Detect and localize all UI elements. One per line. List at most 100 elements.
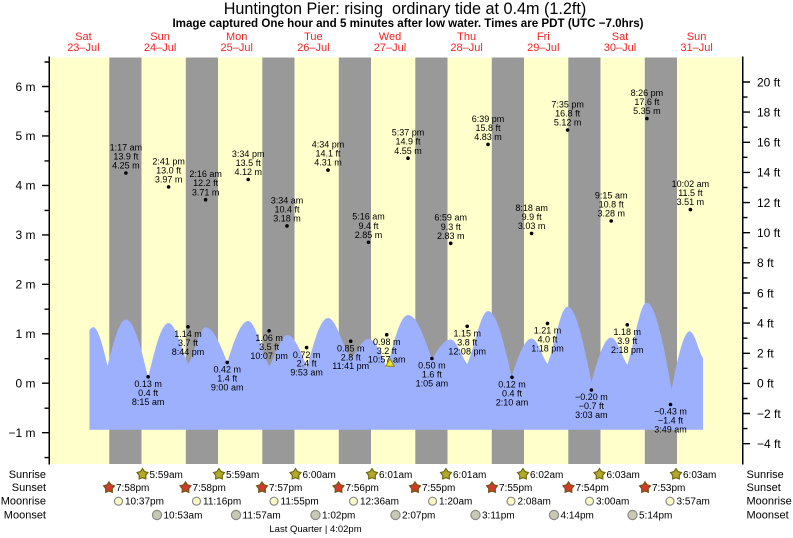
svg-text:0.85 m: 0.85 m (337, 343, 365, 353)
svg-text:1:05 am: 1:05 am (416, 379, 449, 389)
svg-text:Sunrise: Sunrise (9, 469, 46, 481)
svg-text:7:35 pm: 7:35 pm (551, 99, 584, 109)
svg-text:3.2 ft: 3.2 ft (377, 346, 398, 356)
svg-text:Moonrise: Moonrise (747, 496, 792, 508)
svg-text:−0.20 m: −0.20 m (575, 392, 608, 402)
svg-text:Sat: Sat (75, 31, 92, 43)
svg-text:3:34 pm: 3:34 pm (232, 149, 265, 159)
svg-text:0.72 m: 0.72 m (293, 350, 321, 360)
svg-text:5:14pm: 5:14pm (639, 511, 672, 522)
svg-text:4:34 pm: 4:34 pm (312, 140, 345, 150)
svg-text:3:00am: 3:00am (596, 497, 629, 508)
svg-text:10.8 ft: 10.8 ft (599, 200, 625, 210)
svg-text:5:59am: 5:59am (150, 470, 183, 481)
svg-text:7:55pm: 7:55pm (422, 483, 455, 494)
svg-text:6:01am: 6:01am (453, 470, 486, 481)
svg-text:Last Quarter | 4:02pm: Last Quarter | 4:02pm (269, 524, 361, 535)
svg-text:3.28 m: 3.28 m (597, 209, 625, 219)
svg-text:−4 ft: −4 ft (757, 437, 781, 451)
svg-text:10:57 am: 10:57 am (368, 355, 406, 365)
svg-text:15.8 ft: 15.8 ft (475, 123, 501, 133)
svg-text:7:58pm: 7:58pm (116, 483, 149, 494)
svg-text:4.0 ft: 4.0 ft (537, 335, 558, 345)
svg-text:Sunset: Sunset (12, 482, 46, 494)
svg-text:8:26 pm: 8:26 pm (631, 88, 664, 98)
svg-text:0.13 m: 0.13 m (134, 379, 162, 389)
svg-text:1.06 m: 1.06 m (255, 333, 283, 343)
svg-text:4:14pm: 4:14pm (561, 511, 594, 522)
svg-text:Tue: Tue (304, 31, 323, 43)
svg-text:7:54pm: 7:54pm (576, 483, 609, 494)
svg-text:4.12 m: 4.12 m (234, 167, 262, 177)
svg-text:6:03am: 6:03am (607, 470, 640, 481)
svg-text:−0.43 m: −0.43 m (654, 407, 687, 417)
svg-text:18 ft: 18 ft (757, 105, 781, 119)
svg-text:28–Jul: 28–Jul (450, 42, 482, 54)
svg-text:2.8 ft: 2.8 ft (341, 352, 362, 362)
svg-text:3.7 ft: 3.7 ft (178, 338, 199, 348)
svg-text:11:57am: 11:57am (243, 511, 281, 522)
svg-text:29–Jul: 29–Jul (527, 42, 559, 54)
svg-text:Sunset: Sunset (747, 482, 781, 494)
svg-text:3.18 m: 3.18 m (273, 214, 301, 224)
svg-text:9:15 am: 9:15 am (595, 190, 628, 200)
svg-text:3.8 ft: 3.8 ft (457, 337, 478, 347)
svg-text:Thu: Thu (457, 31, 476, 43)
svg-text:−0.7 ft: −0.7 ft (579, 401, 605, 411)
svg-text:9.3 ft: 9.3 ft (441, 222, 462, 232)
svg-text:14.9 ft: 14.9 ft (395, 137, 421, 147)
svg-text:11:55pm: 11:55pm (281, 497, 319, 508)
svg-text:0.50 m: 0.50 m (418, 361, 446, 371)
svg-text:1:02pm: 1:02pm (322, 511, 355, 522)
svg-text:9:53 am: 9:53 am (290, 368, 323, 378)
svg-text:8 ft: 8 ft (757, 256, 774, 270)
svg-text:4.31 m: 4.31 m (314, 158, 342, 168)
svg-text:2.4 ft: 2.4 ft (297, 359, 318, 369)
svg-text:2 ft: 2 ft (757, 347, 774, 361)
svg-text:6:02am: 6:02am (530, 470, 563, 481)
svg-text:13.5 ft: 13.5 ft (236, 158, 262, 168)
svg-text:Image captured One hour and 5: Image captured One hour and 5 minutes af… (172, 17, 643, 30)
svg-text:0 ft: 0 ft (757, 377, 774, 391)
svg-text:−1.4 ft: −1.4 ft (658, 416, 684, 426)
svg-text:11:41 pm: 11:41 pm (332, 361, 369, 371)
svg-text:0.12 m: 0.12 m (498, 380, 526, 390)
svg-text:1:17 am: 1:17 am (110, 142, 143, 152)
svg-text:3.97 m: 3.97 m (155, 175, 183, 185)
svg-text:Sat: Sat (612, 31, 629, 43)
svg-text:11.5 ft: 11.5 ft (678, 188, 703, 198)
svg-text:1 m: 1 m (15, 327, 35, 341)
svg-text:0.4 ft: 0.4 ft (138, 388, 159, 398)
svg-text:Sun: Sun (687, 31, 707, 43)
svg-text:10:37pm: 10:37pm (125, 497, 164, 508)
svg-text:9.4 ft: 9.4 ft (358, 221, 379, 231)
svg-text:Wed: Wed (379, 31, 401, 43)
svg-text:10:02 am: 10:02 am (672, 179, 710, 189)
svg-text:Moonset: Moonset (747, 510, 789, 522)
svg-text:1.18 m: 1.18 m (614, 327, 642, 337)
svg-text:−2 ft: −2 ft (757, 407, 781, 421)
svg-text:Sunrise: Sunrise (747, 469, 784, 481)
svg-text:3:11pm: 3:11pm (482, 511, 515, 522)
svg-text:5.35 m: 5.35 m (633, 106, 661, 116)
svg-text:5 m: 5 m (15, 129, 35, 143)
svg-text:23–Jul: 23–Jul (67, 42, 99, 54)
svg-text:4 m: 4 m (15, 179, 35, 193)
svg-text:10.4 ft: 10.4 ft (274, 204, 300, 214)
svg-text:0.42 m: 0.42 m (213, 365, 241, 375)
svg-text:12:36am: 12:36am (360, 497, 399, 508)
svg-text:14 ft: 14 ft (757, 166, 781, 180)
svg-text:2 m: 2 m (15, 278, 35, 292)
svg-text:12 ft: 12 ft (757, 196, 781, 210)
svg-text:6 ft: 6 ft (757, 286, 774, 300)
svg-text:3.9 ft: 3.9 ft (617, 336, 638, 346)
svg-text:3.03 m: 3.03 m (518, 221, 546, 231)
svg-text:2:18 pm: 2:18 pm (611, 345, 644, 355)
svg-text:5.12 m: 5.12 m (554, 118, 582, 128)
svg-text:Huntington Pier: rising ordin: Huntington Pier: rising ordinary tide at… (224, 0, 587, 18)
svg-text:3.51 m: 3.51 m (677, 197, 705, 207)
svg-text:Moonrise: Moonrise (1, 496, 46, 508)
svg-text:25–Jul: 25–Jul (220, 42, 252, 54)
svg-text:2.85 m: 2.85 m (355, 230, 383, 240)
svg-text:10:53am: 10:53am (164, 511, 203, 522)
